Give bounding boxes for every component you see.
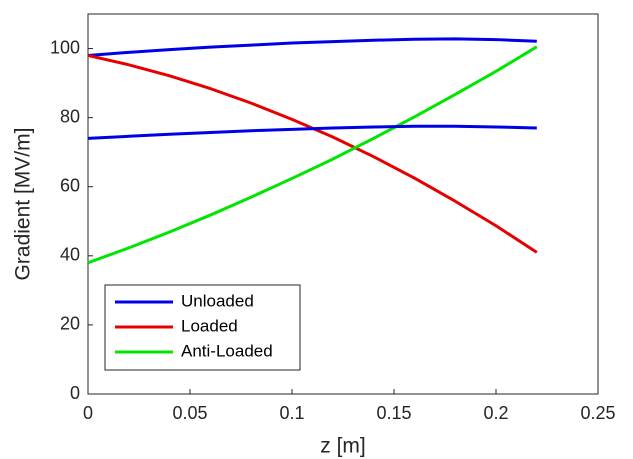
y-tick-label: 60: [60, 175, 80, 195]
y-tick-label: 40: [60, 245, 80, 265]
x-tick-label: 0.1: [279, 403, 304, 423]
x-tick-label: 0: [83, 403, 93, 423]
y-tick-label: 0: [70, 383, 80, 403]
x-tick-label: 0.25: [580, 403, 615, 423]
legend-label: Loaded: [181, 316, 238, 335]
x-axis-label: z [m]: [320, 435, 366, 458]
legend-label: Anti-Loaded: [181, 341, 273, 360]
y-tick-label: 100: [50, 37, 80, 57]
x-tick-label: 0.2: [483, 403, 508, 423]
x-tick-label: 0.05: [172, 403, 207, 423]
x-tick-label: 0.15: [376, 403, 411, 423]
y-axis-label: Gradient [MV/m]: [12, 128, 35, 281]
y-tick-label: 80: [60, 106, 80, 126]
plot-frame: [87, 13, 599, 395]
legend-label: Unloaded: [181, 291, 254, 310]
series-line: [87, 37, 537, 57]
series-line: [87, 124, 537, 140]
series-line: [87, 45, 538, 265]
y-tick-label: 20: [60, 314, 80, 334]
